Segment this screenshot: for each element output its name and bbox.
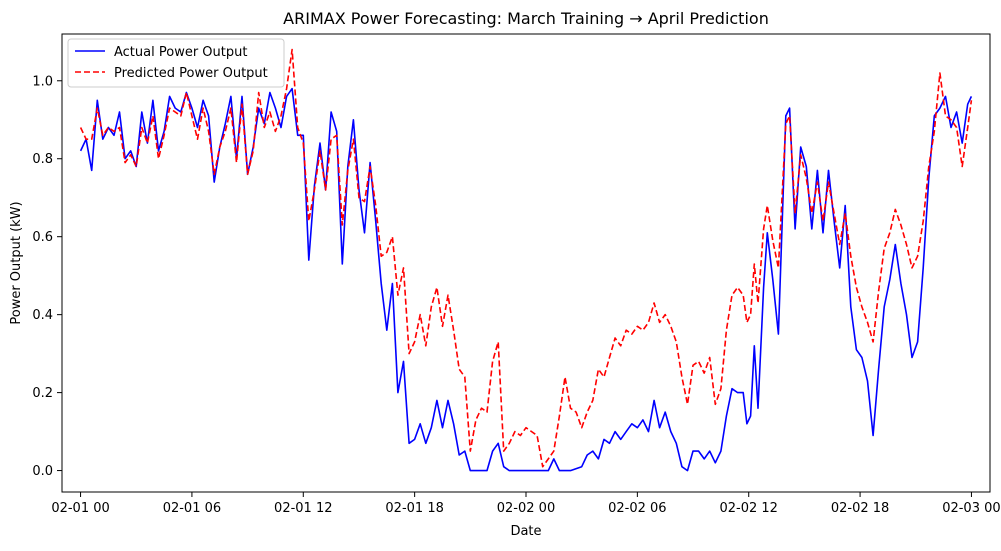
y-tick-label: 0.6: [32, 230, 53, 245]
series-line-actual: [79, 87, 973, 472]
y-tick-label: 0.8: [32, 152, 53, 167]
y-tick-label: 0.4: [32, 308, 53, 323]
x-tick-label: 02-01 18: [385, 501, 443, 516]
x-axis-label: Date: [510, 524, 541, 539]
x-tick-label: 02-02 18: [831, 501, 889, 516]
y-tick-label: 1.0: [32, 74, 53, 89]
x-tick-label: 02-02 06: [608, 501, 666, 516]
x-axis-ticks: 02-01 00 02-01 06 02-01 12 02-01 18 02-02 00…: [51, 492, 1001, 516]
y-tick-label: 0.2: [32, 386, 53, 401]
x-tick-label: 02-01 06: [163, 501, 221, 516]
chart-title: ARIMAX Power Forecasting: March Training…: [283, 9, 769, 28]
series-line-predicted: [79, 48, 973, 468]
plot-area: [79, 48, 973, 472]
x-tick-label: 02-02 00: [497, 501, 555, 516]
plot-frame: [61, 33, 991, 493]
legend: Actual Power Output Predicted Power Outp…: [67, 38, 285, 88]
x-tick-label: 02-01 00: [51, 501, 109, 516]
y-tick-label: 0.0: [32, 464, 53, 479]
x-tick-label: 02-02 12: [719, 501, 777, 516]
y-axis-ticks: 0.0 0.2 0.4 0.6 0.8 1.0: [32, 74, 62, 479]
x-tick-label: 02-03 00: [942, 501, 1000, 516]
legend-label-predicted: Predicted Power Output: [114, 66, 268, 81]
x-tick-label: 02-01 12: [274, 501, 332, 516]
legend-box: [67, 38, 285, 88]
legend-label-actual: Actual Power Output: [114, 45, 247, 60]
y-axis-label: Power Output (kW): [9, 201, 24, 324]
